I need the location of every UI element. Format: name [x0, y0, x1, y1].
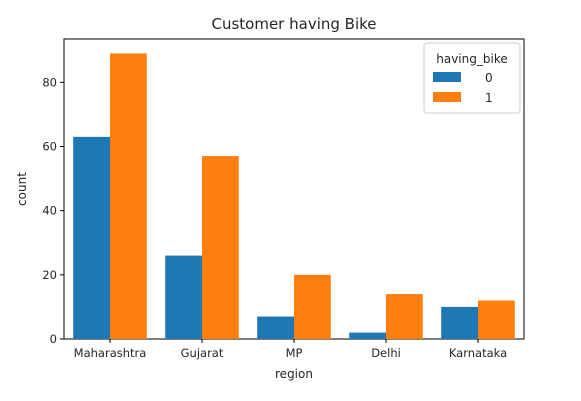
bar-maharashtra-having-bike-1 [110, 53, 147, 339]
bars-group [73, 53, 515, 339]
y-tick-label: 60 [42, 139, 57, 153]
y-tick-label: 20 [42, 268, 57, 282]
x-axis-label: region [275, 367, 313, 381]
y-tick-label: 0 [50, 332, 57, 346]
legend-label-0: 0 [485, 71, 493, 85]
x-tick-label: Maharashtra [74, 346, 147, 360]
x-axis: Maharashtra Gujarat MP Delhi Karnataka [74, 339, 507, 360]
bar-maharashtra-having-bike-0 [73, 136, 110, 339]
legend-label-1: 1 [485, 91, 493, 105]
bar-gujarat-having-bike-0 [165, 255, 202, 339]
legend-swatch-0 [433, 72, 461, 82]
x-tick-label: Delhi [371, 346, 401, 360]
bar-delhi-having-bike-1 [386, 294, 423, 339]
bar-karnataka-having-bike-0 [441, 306, 478, 339]
x-tick-label: Karnataka [449, 346, 507, 360]
bar-karnataka-having-bike-1 [478, 300, 515, 339]
legend-items: 01 [433, 71, 493, 105]
y-axis-label: count [15, 172, 29, 206]
bar-gujarat-having-bike-1 [202, 156, 239, 339]
y-axis: 0 20 40 60 80 [42, 75, 64, 346]
x-tick-label: MP [286, 346, 303, 360]
chart-title: Customer having Bike [211, 15, 376, 33]
y-tick-label: 80 [42, 75, 57, 89]
legend-swatch-1 [433, 92, 461, 102]
y-tick-label: 40 [42, 204, 57, 218]
x-tick-label: Gujarat [181, 346, 224, 360]
bar-mp-having-bike-1 [294, 274, 331, 339]
legend-title: having_bike [436, 52, 507, 66]
bar-mp-having-bike-0 [257, 316, 294, 339]
bar-delhi-having-bike-0 [349, 332, 386, 339]
legend: having_bike 01 [423, 42, 521, 114]
